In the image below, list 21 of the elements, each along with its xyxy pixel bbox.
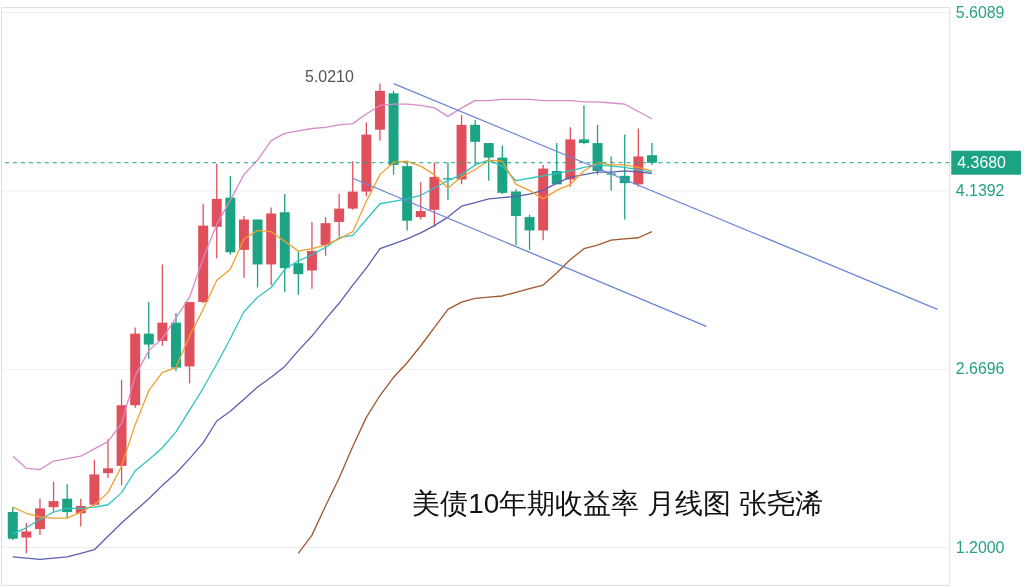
y-tick-label: 5.6089 <box>955 3 1005 21</box>
annotation: 美债10年期收益率 月线图 张尧浠 <box>412 488 823 520</box>
candlestick <box>578 104 589 145</box>
ref-line-label: 4.3680 <box>957 153 1007 171</box>
candlestick <box>102 438 113 479</box>
candlestick <box>347 160 358 211</box>
candlestick <box>334 193 345 238</box>
candlestick <box>157 263 168 347</box>
y-tick-label: 1.2000 <box>955 538 1005 556</box>
candlestick <box>415 181 426 221</box>
candlestick <box>320 216 331 257</box>
candlestick <box>21 522 32 554</box>
annotation: 5.0210 <box>305 67 354 85</box>
y-tick-label: 2.6696 <box>955 360 1005 378</box>
candlestick <box>293 250 304 296</box>
candlestick <box>306 221 317 290</box>
candlestick <box>48 481 59 513</box>
y-tick-label: 4.1392 <box>955 181 1005 199</box>
line-series <box>12 98 653 471</box>
candlestick <box>524 214 535 251</box>
candlestick <box>143 301 154 360</box>
